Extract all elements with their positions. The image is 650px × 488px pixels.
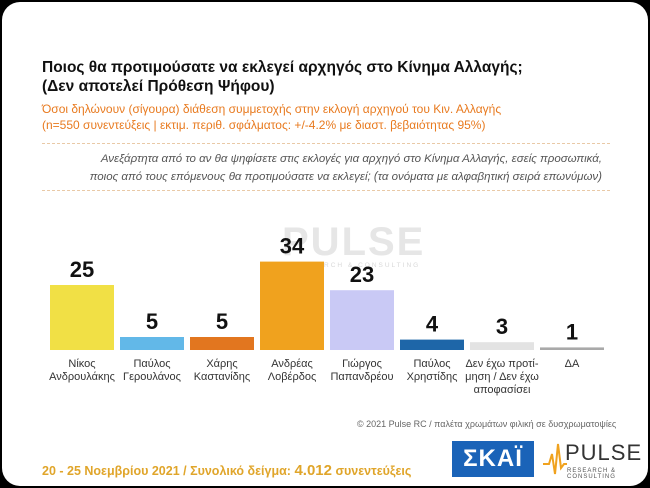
footer-sample-info: 20 - 25 Νοεμβρίου 2021 / Συνολικό δείγμα… [42, 462, 411, 479]
credit-note: © 2021 Pulse RC / παλέτα χρωμάτων φιλική… [357, 419, 617, 429]
category-label-1-1: Γερουλάνος [123, 371, 181, 383]
survey-question: Ανεξάρτητα από το αν θα ψηφίσετε στις εκ… [42, 150, 602, 186]
bar-6 [470, 342, 534, 350]
category-label-2-0: Χάρης [206, 358, 237, 370]
divider-top [42, 143, 610, 144]
category-label-7-0: ΔΑ [565, 358, 580, 370]
category-label-1-0: Παύλος [133, 358, 170, 370]
category-label-0-1: Ανδρουλάκης [49, 371, 115, 383]
bar-5 [400, 339, 464, 350]
category-label-0-0: Νίκος [68, 358, 95, 370]
title-line-2: (Δεν αποτελεί Πρόθεση Ψήφου) [42, 78, 275, 95]
category-label-3-1: Λοβέρδος [268, 371, 317, 383]
category-label-4-1: Παπανδρέου [330, 371, 393, 383]
value-label-2: 5 [216, 309, 228, 334]
value-label-5: 4 [426, 312, 439, 337]
value-label-3: 34 [280, 234, 305, 259]
footer-sample-size: 4.012 [294, 462, 332, 479]
category-label-4-0: Γιώργος [342, 358, 382, 370]
bar-4 [330, 290, 394, 350]
category-label-5-1: Χρηστίδης [407, 371, 458, 383]
footer-dates: 20 - 25 Νοεμβρίου 2021 / Συνολικό δείγμα… [42, 464, 295, 478]
skai-logo: ΣΚΑΪ [452, 441, 534, 477]
value-label-1: 5 [146, 309, 158, 334]
subtitle-line-1: Όσοι δηλώνουν (σίγουρα) διάθεση συμμετοχ… [42, 102, 502, 116]
category-label-6-1: μηση / Δεν έχω [465, 371, 539, 383]
bar-7 [540, 347, 604, 350]
chart-subtitle: Όσοι δηλώνουν (σίγουρα) διάθεση συμμετοχ… [42, 101, 501, 133]
category-label-3-0: Ανδρέας [271, 358, 313, 370]
pulse-logo: PULSE RESEARCH & CONSULTING [543, 438, 643, 480]
value-label-7: 1 [566, 319, 578, 344]
footer-suffix: συνεντεύξεις [331, 464, 412, 478]
bar-chart: 25ΝίκοςΑνδρουλάκης5ΠαύλοςΓερουλάνος5Χάρη… [49, 234, 604, 396]
category-label-5-0: Παύλος [413, 358, 450, 370]
value-label-6: 3 [496, 314, 508, 339]
value-label-0: 25 [70, 257, 94, 282]
category-label-6-0: Δεν έχω προτί- [465, 358, 538, 370]
watermark-sub: RESEARCH & CONSULTING [292, 262, 421, 269]
subtitle-line-2: (n=550 συνεντεύξεις | εκτιμ. περιθ. σφάλ… [42, 118, 486, 132]
watermark: PULSE [282, 220, 426, 264]
chart-title: Ποιος θα προτιμούσατε να εκλεγεί αρχηγός… [42, 58, 523, 96]
divider-bottom [42, 190, 610, 191]
bar-0 [50, 285, 114, 350]
category-label-6-2: αποφασίσει [474, 384, 531, 396]
question-line-2: ποιος από τους επόμενους θα προτιμούσατε… [89, 171, 602, 183]
category-label-2-1: Καστανίδης [194, 371, 250, 383]
title-line-1: Ποιος θα προτιμούσατε να εκλεγεί αρχηγός… [42, 59, 523, 76]
value-label-4: 23 [350, 262, 374, 287]
bar-2 [190, 337, 254, 350]
bar-3 [260, 261, 324, 350]
question-line-1: Ανεξάρτητα από το αν θα ψηφίσετε στις εκ… [100, 153, 602, 165]
pulse-wave-icon [543, 443, 567, 475]
pulse-logo-sub: RESEARCH & CONSULTING [567, 468, 617, 480]
bar-1 [120, 337, 184, 350]
pulse-logo-text: PULSE [565, 440, 643, 465]
